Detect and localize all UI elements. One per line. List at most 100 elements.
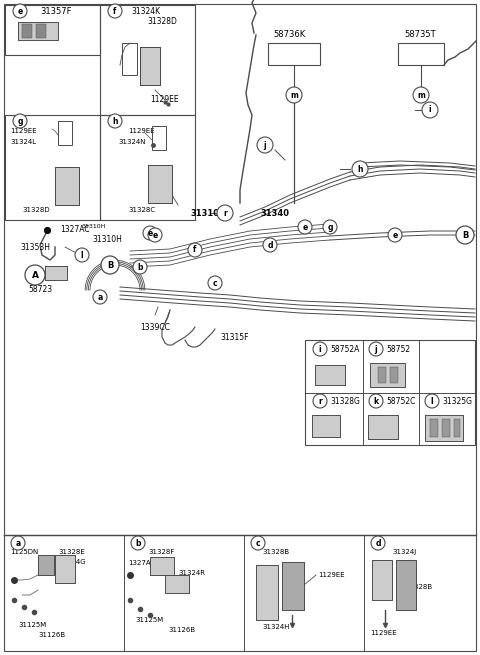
Bar xyxy=(58,121,72,145)
Bar xyxy=(55,555,75,583)
Bar xyxy=(312,415,340,437)
Text: 31353H: 31353H xyxy=(20,242,50,252)
Bar xyxy=(38,555,54,575)
Text: 31125M: 31125M xyxy=(18,622,46,628)
Text: e: e xyxy=(147,229,153,238)
Bar xyxy=(370,363,405,387)
Bar xyxy=(165,575,189,593)
Text: 31126B: 31126B xyxy=(168,627,195,633)
Text: f: f xyxy=(193,246,197,255)
Text: r: r xyxy=(223,208,227,217)
Text: b: b xyxy=(135,538,141,548)
Bar xyxy=(282,562,304,610)
Circle shape xyxy=(101,256,119,274)
Circle shape xyxy=(425,394,439,408)
Circle shape xyxy=(369,394,383,408)
Text: r: r xyxy=(318,396,322,405)
Text: e: e xyxy=(302,223,308,231)
Text: e: e xyxy=(392,231,397,240)
Text: 1129EE: 1129EE xyxy=(150,94,179,103)
Text: B: B xyxy=(107,261,113,269)
Bar xyxy=(368,415,398,439)
Bar xyxy=(282,562,304,610)
Bar xyxy=(315,365,345,385)
Circle shape xyxy=(148,228,162,242)
Bar xyxy=(55,555,75,583)
Text: 31324K: 31324K xyxy=(131,7,160,16)
Circle shape xyxy=(257,137,273,153)
Text: 31328B: 31328B xyxy=(262,549,289,555)
Text: 1129EE: 1129EE xyxy=(128,128,155,134)
Bar xyxy=(442,419,450,437)
Bar xyxy=(390,367,398,383)
Text: i: i xyxy=(429,105,432,115)
Circle shape xyxy=(371,536,385,550)
Bar xyxy=(372,560,392,600)
Circle shape xyxy=(251,536,265,550)
Bar xyxy=(165,575,189,593)
Bar xyxy=(396,560,416,610)
Circle shape xyxy=(133,260,147,274)
Text: 58736K: 58736K xyxy=(274,30,306,39)
Bar xyxy=(305,340,475,445)
Circle shape xyxy=(13,4,27,18)
Text: 31328B: 31328B xyxy=(405,584,432,590)
Bar xyxy=(5,5,100,55)
Circle shape xyxy=(108,114,122,128)
Text: 1327AC: 1327AC xyxy=(128,560,155,566)
Circle shape xyxy=(208,276,222,290)
Bar xyxy=(425,415,463,441)
Bar xyxy=(140,47,160,85)
Text: k: k xyxy=(373,396,379,405)
Text: 31328E: 31328E xyxy=(58,549,85,555)
Text: 31125M: 31125M xyxy=(135,617,163,623)
Circle shape xyxy=(217,205,233,221)
Bar xyxy=(372,560,392,600)
Text: 31324R: 31324R xyxy=(178,570,205,576)
Text: 31310H: 31310H xyxy=(82,225,107,229)
Circle shape xyxy=(143,226,157,240)
Bar xyxy=(45,266,67,280)
Bar xyxy=(378,367,386,383)
Text: 31328D: 31328D xyxy=(147,18,177,26)
Text: 31340: 31340 xyxy=(260,208,289,217)
Text: m: m xyxy=(417,90,425,100)
Circle shape xyxy=(369,342,383,356)
Bar xyxy=(370,363,405,387)
Text: a: a xyxy=(15,538,21,548)
Circle shape xyxy=(456,226,474,244)
Bar xyxy=(150,557,174,575)
Bar xyxy=(268,43,320,65)
Text: A: A xyxy=(32,271,38,280)
Text: j: j xyxy=(264,141,266,149)
Circle shape xyxy=(75,248,89,262)
Text: l: l xyxy=(81,250,84,259)
Bar xyxy=(45,266,67,280)
Bar xyxy=(5,115,100,220)
Bar xyxy=(430,419,438,437)
Circle shape xyxy=(388,228,402,242)
Bar xyxy=(425,415,463,441)
Text: g: g xyxy=(327,223,333,231)
Text: j: j xyxy=(375,345,377,354)
Bar xyxy=(368,415,398,439)
Circle shape xyxy=(323,220,337,234)
Text: b: b xyxy=(137,263,143,272)
Bar xyxy=(256,565,278,620)
Circle shape xyxy=(422,102,438,118)
Text: g: g xyxy=(17,117,23,126)
Circle shape xyxy=(313,394,327,408)
Bar xyxy=(312,415,340,437)
Text: c: c xyxy=(213,278,217,288)
Text: 58735T: 58735T xyxy=(404,30,436,39)
Bar xyxy=(36,24,46,38)
Text: 31324J: 31324J xyxy=(392,549,416,555)
Text: d: d xyxy=(375,538,381,548)
Text: c: c xyxy=(256,538,260,548)
Text: 31315F: 31315F xyxy=(220,333,249,341)
Bar xyxy=(100,5,195,115)
Circle shape xyxy=(298,220,312,234)
Bar xyxy=(55,167,79,205)
Text: e: e xyxy=(152,231,157,240)
Text: 1129EE: 1129EE xyxy=(370,630,396,636)
